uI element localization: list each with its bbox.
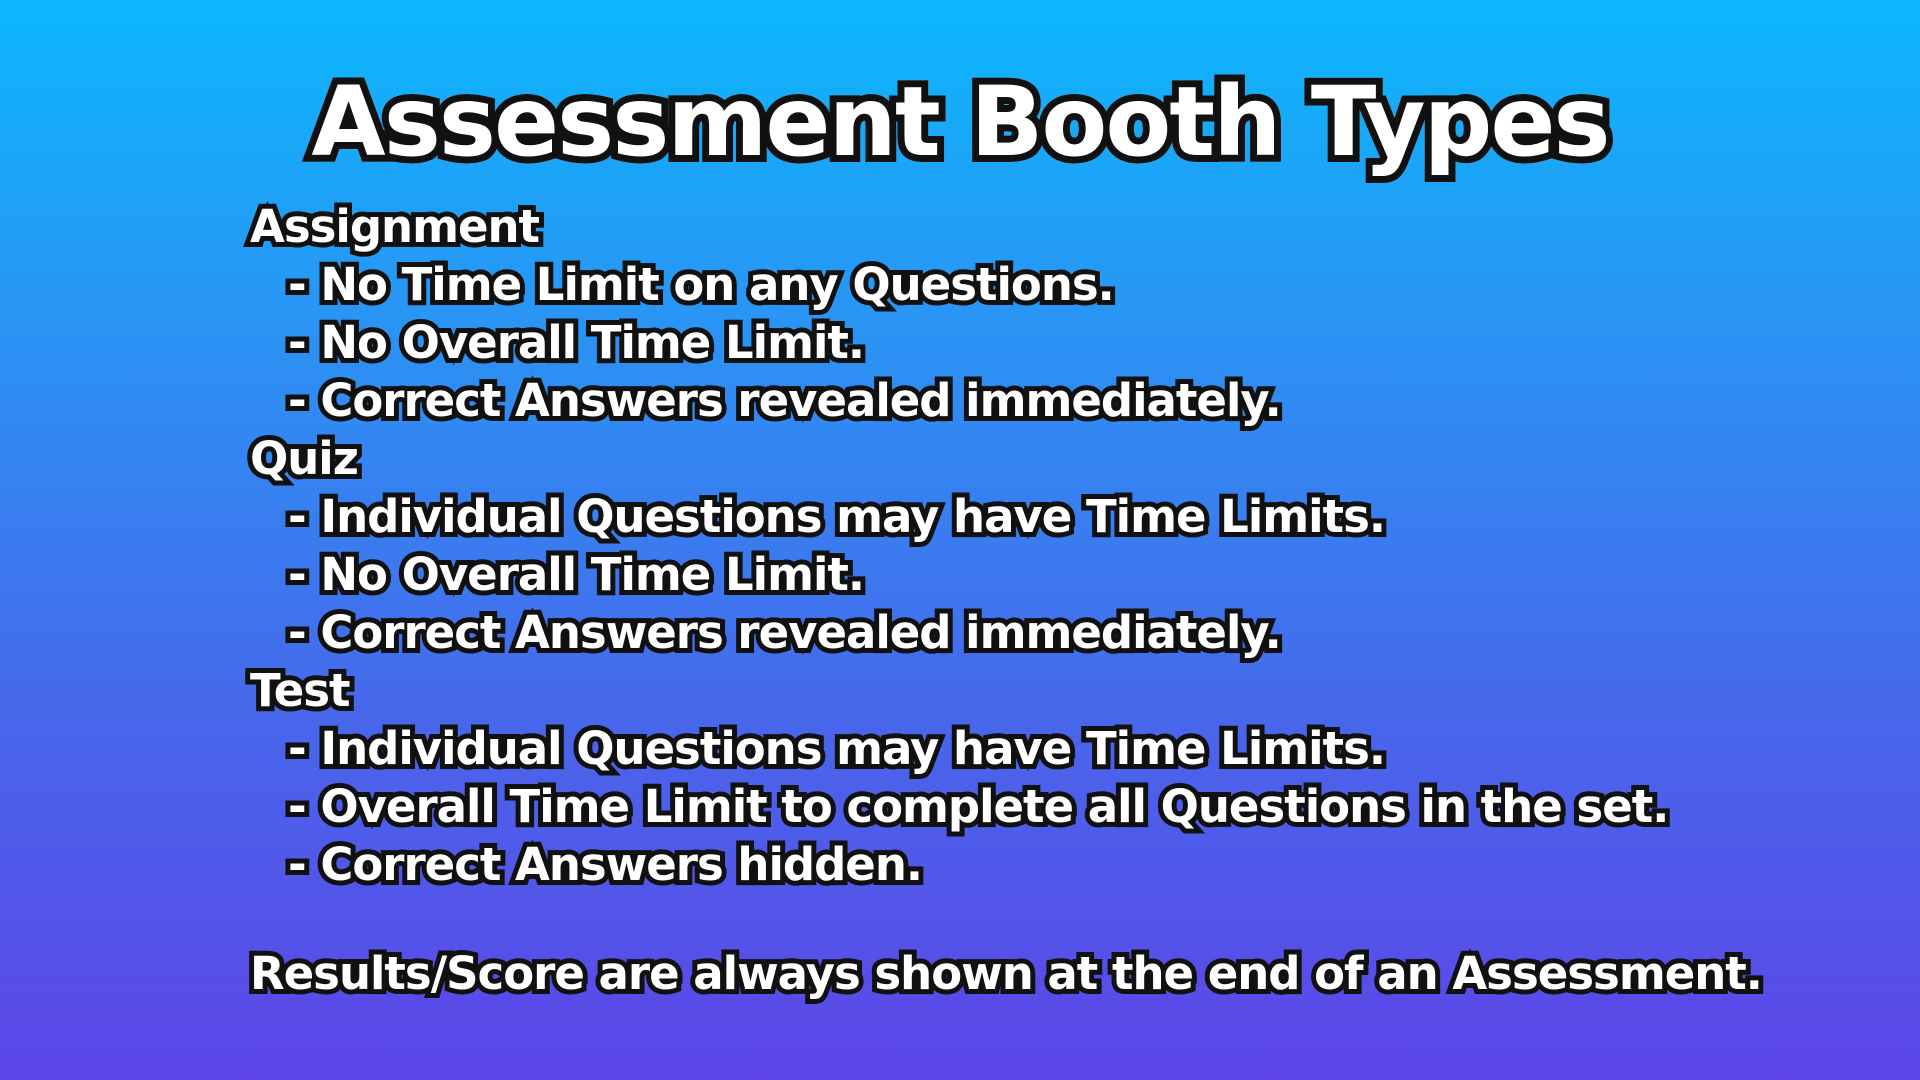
list-item: - Correct Answers revealed immediately. (283, 601, 1287, 664)
list-item: - No Overall Time Limit. (283, 311, 870, 374)
footer-note: Results/Score are always shown at the en… (245, 942, 1768, 1005)
section-quiz: Quiz - Individual Questions may have Tim… (245, 427, 1890, 664)
list-item: - Overall Time Limit to complete all Que… (283, 775, 1674, 838)
list-item: - Correct Answers revealed immediately. (283, 369, 1287, 432)
list-item: - Individual Questions may have Time Lim… (283, 485, 1391, 548)
list-item: - Correct Answers hidden. (283, 833, 928, 896)
section-assignment: Assignment - No Time Limit on any Questi… (245, 195, 1890, 432)
section-heading: Assignment (245, 195, 545, 258)
list-item: - Individual Questions may have Time Lim… (283, 717, 1391, 780)
page-title: Assessment Booth Types (0, 59, 1920, 185)
list-item: - No Overall Time Limit. (283, 543, 870, 606)
section-heading: Test (245, 659, 356, 722)
list-item: - No Time Limit on any Questions. (283, 253, 1120, 316)
booth-types-list: Assignment - No Time Limit on any Questi… (245, 195, 1890, 896)
section-test: Test - Individual Questions may have Tim… (245, 659, 1890, 896)
section-heading: Quiz (245, 427, 364, 490)
